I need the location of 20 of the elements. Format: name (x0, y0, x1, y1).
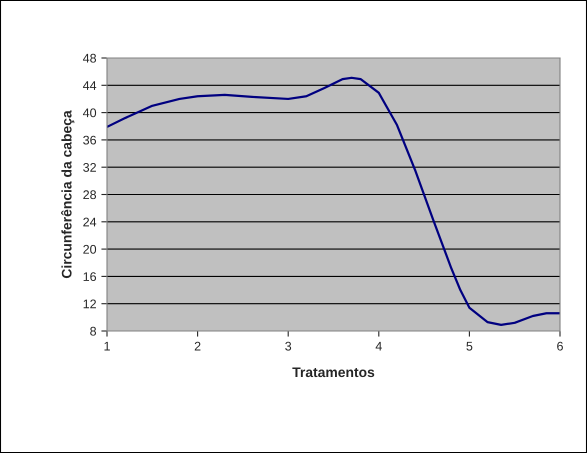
y-tick-label: 16 (84, 272, 96, 282)
x-tick-label: 6 (557, 342, 563, 351)
y-tick-label: 8 (90, 326, 96, 336)
y-tick-label: 20 (83, 244, 96, 254)
y-tick-label: 48 (82, 54, 96, 63)
y-tick-label: 40 (82, 108, 96, 118)
x-tick-label: 2 (194, 342, 200, 350)
y-tick-label: 44 (82, 81, 96, 90)
line-series (107, 76, 560, 326)
y-axis-title: Circunferência da cabeça (61, 110, 74, 278)
x-tick-label: 4 (376, 342, 382, 350)
y-tick-label: 28 (83, 190, 96, 200)
x-axis-title: Tratamentos (292, 367, 374, 378)
x-tick-label: 1 (104, 342, 110, 350)
x-tick-label: 3 (285, 342, 292, 351)
y-tick-label: 12 (84, 300, 96, 308)
y-tick-label: 24 (83, 218, 96, 226)
y-tick-label: 36 (83, 136, 96, 145)
y-tick-label: 32 (83, 163, 96, 172)
x-tick-label: 5 (466, 342, 472, 351)
